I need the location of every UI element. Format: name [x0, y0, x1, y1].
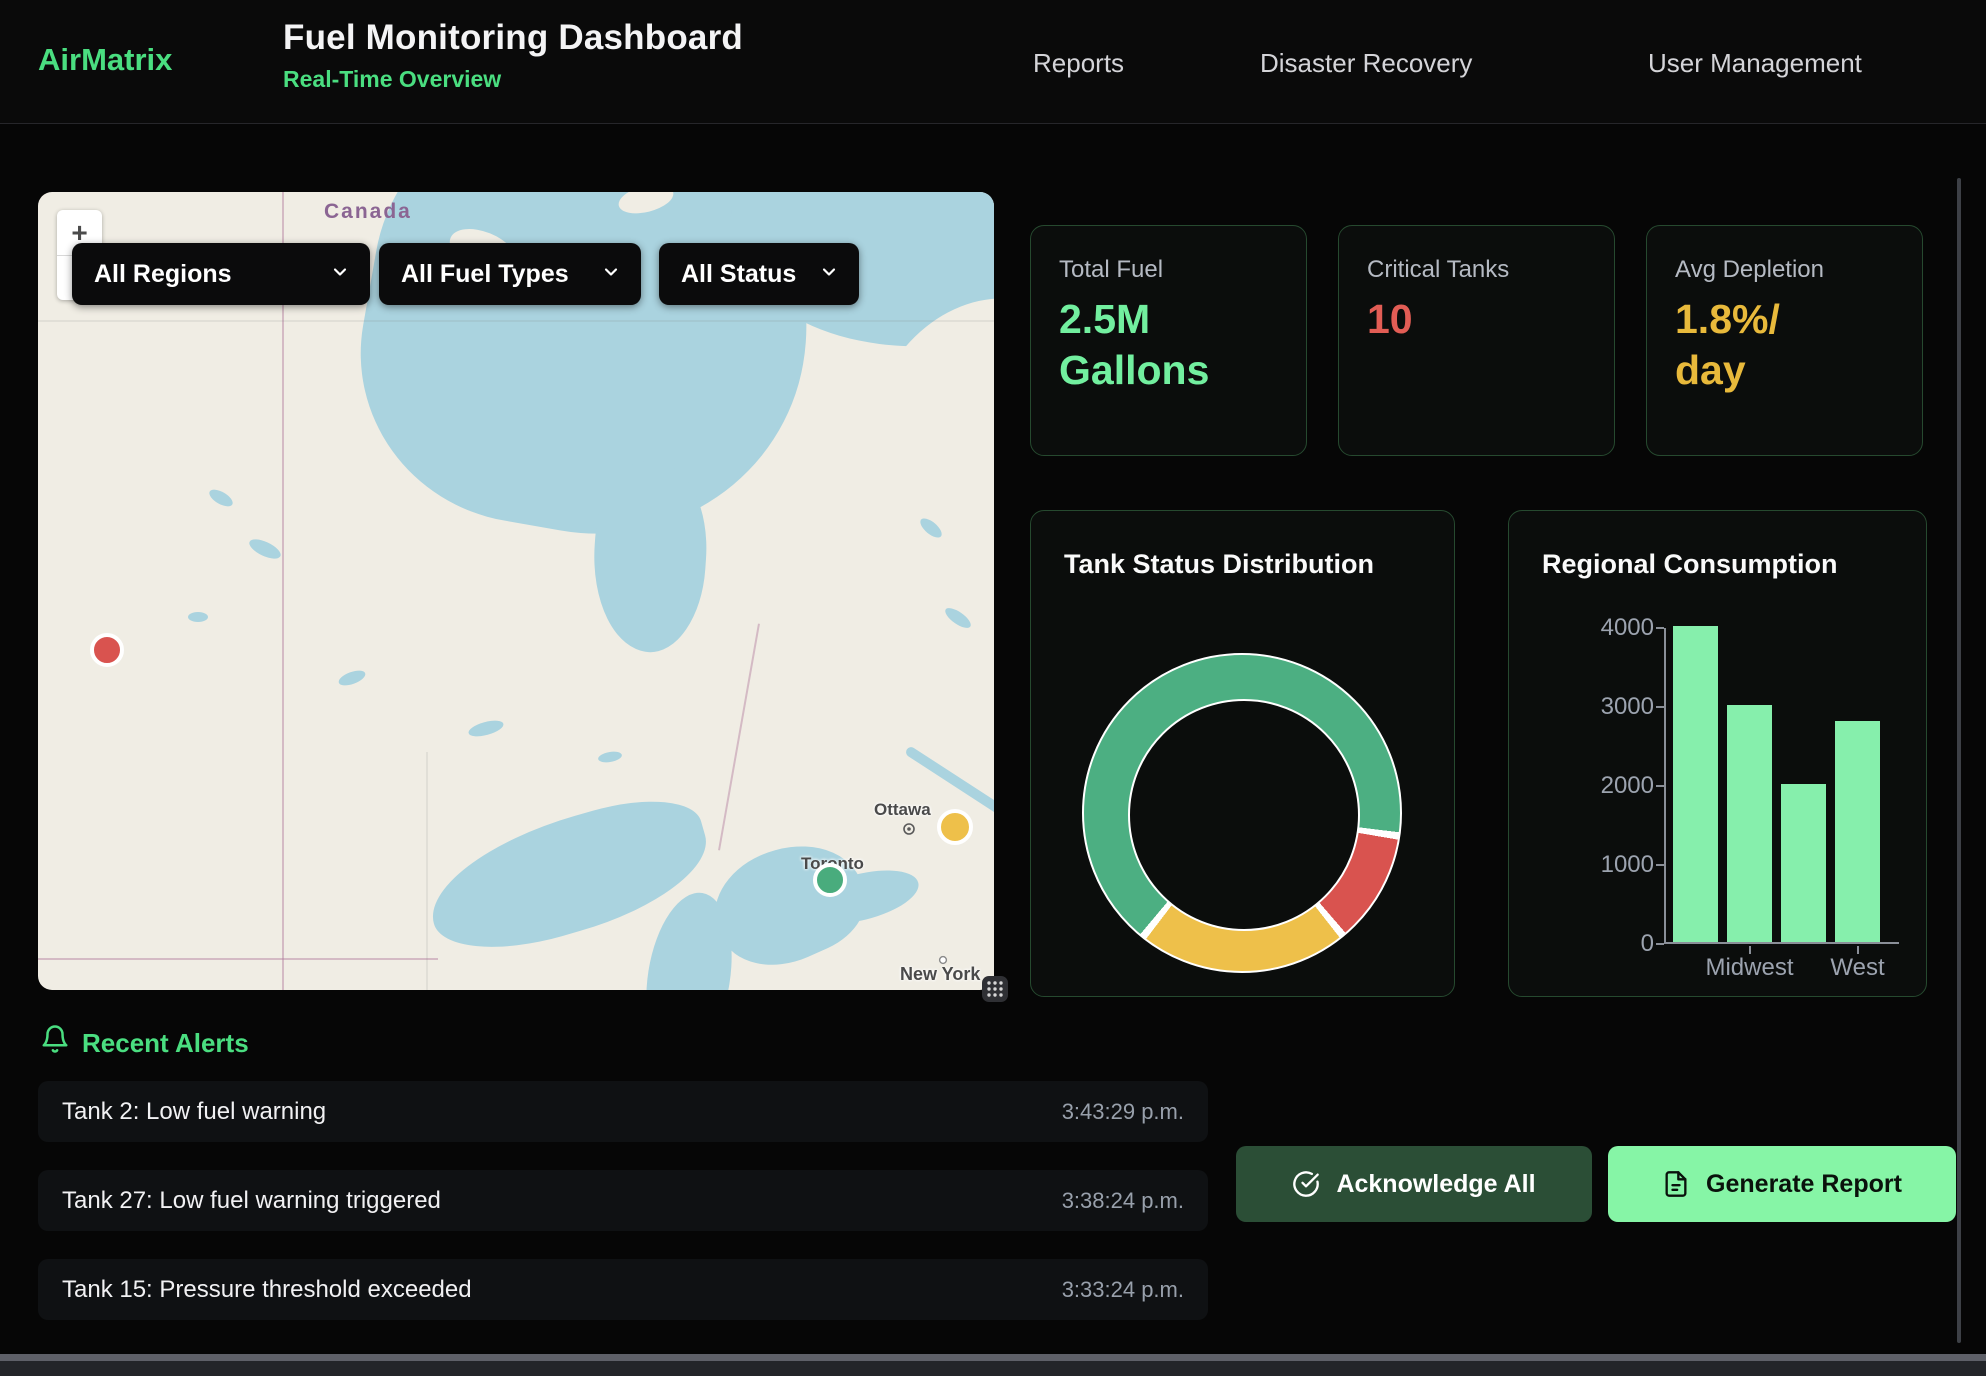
bell-icon [40, 1024, 70, 1059]
y-axis-tick [1656, 943, 1664, 945]
stat-value: 2.5M Gallons [1059, 294, 1278, 396]
stat-value: 10 [1367, 294, 1586, 345]
page-title: Fuel Monitoring Dashboard [283, 18, 743, 58]
x-axis-label: Midwest [1705, 954, 1793, 982]
nav-reports[interactable]: Reports [1033, 48, 1124, 79]
stat-label: Critical Tanks [1367, 256, 1586, 284]
y-axis-label: 3000 [1566, 693, 1654, 721]
stat-label: Avg Depletion [1675, 256, 1894, 284]
document-icon [1662, 1170, 1690, 1198]
tank-marker-warning[interactable] [937, 809, 973, 845]
recent-alerts-title: Recent Alerts [82, 1028, 249, 1059]
y-axis-tick [1656, 864, 1664, 866]
donut-chart-title: Tank Status Distribution [1064, 549, 1374, 580]
fuel-map[interactable]: Canada Ottawa Toronto New York + − All R… [38, 192, 994, 990]
y-axis-label: 0 [1566, 930, 1654, 958]
stat-card-critical-tanks: Critical Tanks 10 [1338, 225, 1615, 456]
stat-card-total-fuel: Total Fuel 2.5M Gallons [1030, 225, 1307, 456]
stat-value-line: day [1675, 345, 1894, 396]
horizontal-scrollbar[interactable] [0, 1354, 1986, 1376]
map-small-lake-2 [247, 535, 284, 562]
nav-disaster-recovery[interactable]: Disaster Recovery [1260, 48, 1472, 79]
acknowledge-all-label: Acknowledge All [1336, 1170, 1535, 1199]
y-axis-tick [1656, 706, 1664, 708]
map-border-line-1 [282, 192, 284, 990]
alert-row: Tank 2: Low fuel warning 3:43:29 p.m. [38, 1081, 1208, 1142]
map-border-line-3 [38, 958, 438, 960]
fuel-type-filter-label: All Fuel Types [401, 260, 569, 289]
bar-chart-title: Regional Consumption [1542, 549, 1837, 580]
y-axis-tick [1656, 627, 1664, 629]
alert-row: Tank 27: Low fuel warning triggered 3:38… [38, 1170, 1208, 1231]
brand-logo: AirMatrix [38, 42, 172, 78]
status-filter-dropdown[interactable]: All Status [659, 243, 859, 305]
dashboard-root: AirMatrix Fuel Monitoring Dashboard Real… [0, 0, 1986, 1376]
map-small-lake-5 [467, 718, 505, 740]
stat-label: Total Fuel [1059, 256, 1278, 284]
map-small-lake-4 [337, 668, 367, 689]
fuel-type-filter-dropdown[interactable]: All Fuel Types [379, 243, 641, 305]
alert-timestamp: 3:43:29 p.m. [1062, 1099, 1184, 1125]
donut-hole [1128, 699, 1360, 931]
bar-2 [1727, 705, 1772, 942]
x-axis-tick [1857, 946, 1859, 954]
x-axis-tick [1749, 946, 1751, 954]
map-label-ottawa: Ottawa [874, 800, 931, 820]
tank-status-distribution-card: Tank Status Distribution [1030, 510, 1455, 997]
y-axis-label: 1000 [1566, 851, 1654, 879]
tank-marker-critical[interactable] [90, 633, 124, 667]
nav-user-management[interactable]: User Management [1648, 48, 1862, 79]
title-block: Fuel Monitoring Dashboard Real-Time Over… [283, 18, 743, 93]
map-border-line-2 [718, 624, 760, 851]
alert-message: Tank 27: Low fuel warning triggered [62, 1187, 441, 1215]
vertical-scrollbar[interactable] [1957, 178, 1961, 1343]
y-axis-label: 2000 [1566, 772, 1654, 800]
new-york-city-icon [938, 952, 948, 970]
alert-timestamp: 3:33:24 p.m. [1062, 1277, 1184, 1303]
tank-status-donut-chart [1082, 653, 1402, 973]
status-filter-label: All Status [681, 260, 796, 289]
bar-1 [1673, 626, 1718, 942]
alert-message: Tank 2: Low fuel warning [62, 1098, 326, 1126]
map-border-line-4 [426, 752, 428, 990]
map-resize-handle[interactable] [982, 976, 1008, 1002]
page-subtitle: Real-Time Overview [283, 66, 743, 93]
map-small-lake-1 [207, 486, 236, 509]
map-graticule [38, 320, 994, 322]
bar-4 [1835, 721, 1880, 942]
top-bar: AirMatrix Fuel Monitoring Dashboard Real… [0, 0, 1986, 124]
regional-consumption-card: Regional Consumption MidwestWest01000200… [1508, 510, 1927, 997]
y-axis-tick [1656, 785, 1664, 787]
alert-timestamp: 3:38:24 p.m. [1062, 1188, 1184, 1214]
acknowledge-all-button[interactable]: Acknowledge All [1236, 1146, 1592, 1222]
chevron-down-icon [601, 262, 621, 287]
stat-value-line: 10 [1367, 294, 1586, 345]
stat-card-avg-depletion: Avg Depletion 1.8%/ day [1646, 225, 1923, 456]
x-axis-label: West [1830, 954, 1884, 982]
generate-report-button[interactable]: Generate Report [1608, 1146, 1956, 1222]
map-label-canada: Canada [324, 200, 412, 224]
chevron-down-icon [330, 262, 350, 287]
tank-marker-normal[interactable] [813, 863, 847, 897]
alert-message: Tank 15: Pressure threshold exceeded [62, 1276, 472, 1304]
stat-value-line: Gallons [1059, 345, 1278, 396]
stat-value: 1.8%/ day [1675, 294, 1894, 396]
region-filter-label: All Regions [94, 260, 232, 289]
map-small-lake-3 [188, 612, 208, 622]
chevron-down-icon [819, 262, 839, 287]
region-filter-dropdown[interactable]: All Regions [72, 243, 370, 305]
regional-consumption-bar-chart: MidwestWest01000200030004000 [1664, 628, 1899, 944]
ottawa-city-icon [902, 822, 916, 841]
y-axis-label: 4000 [1566, 614, 1654, 642]
stat-value-line: 2.5M [1059, 294, 1278, 345]
generate-report-label: Generate Report [1706, 1170, 1902, 1199]
map-small-lake-8 [597, 750, 622, 764]
bar-3 [1781, 784, 1826, 942]
check-circle-icon [1292, 1170, 1320, 1198]
stat-value-line: 1.8%/ [1675, 294, 1894, 345]
alert-row: Tank 15: Pressure threshold exceeded 3:3… [38, 1259, 1208, 1320]
